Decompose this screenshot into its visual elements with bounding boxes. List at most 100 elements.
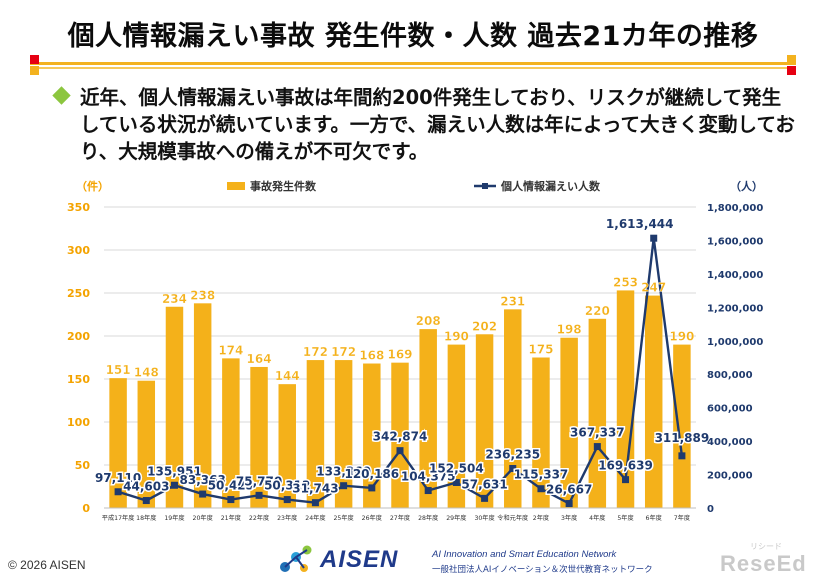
x-tick-label: 25年度 <box>333 514 353 522</box>
bar <box>532 357 550 508</box>
bar-value-label: 190 <box>669 330 694 344</box>
diamond-bullet-icon <box>52 86 71 105</box>
line-value-label: 115,337 <box>514 468 569 482</box>
bar <box>137 380 156 508</box>
line-marker <box>509 464 517 472</box>
bar <box>673 344 691 508</box>
x-tick-label: 5年度 <box>617 514 633 522</box>
left-tick-label: 300 <box>67 244 90 257</box>
left-tick-label: 50 <box>75 459 91 472</box>
x-tick-label: 26年度 <box>362 514 382 522</box>
bar <box>391 362 409 508</box>
legend-bar-swatch <box>227 182 245 190</box>
bar <box>504 309 522 508</box>
x-tick-label: 29年度 <box>446 514 466 522</box>
line-value-label: 50,312 <box>264 479 310 493</box>
bar-value-label: 172 <box>331 345 356 359</box>
line-marker <box>537 485 545 493</box>
x-tick-label: 4年度 <box>589 514 605 522</box>
line-marker <box>340 482 348 490</box>
watermark-logo: ReseEd <box>720 551 807 576</box>
bar-value-label: 238 <box>190 288 215 302</box>
line-marker <box>593 443 601 451</box>
bar-value-label: 202 <box>472 319 497 333</box>
line-marker <box>396 447 404 455</box>
right-tick-label: 0 <box>707 504 714 515</box>
line-value-label: 44,603 <box>123 480 169 494</box>
copyright-text: © 2026 AISEN <box>8 558 86 572</box>
line-value-label: 236,235 <box>485 447 540 461</box>
x-tick-label: 27年度 <box>390 514 410 522</box>
x-tick-label: 23年度 <box>277 514 297 522</box>
bar <box>278 384 296 508</box>
bar <box>419 329 437 508</box>
line-value-label: 1,613,444 <box>606 217 674 231</box>
bar <box>334 360 353 508</box>
line-value-label: 135,951 <box>147 464 202 478</box>
left-axis-unit: （件） <box>76 180 109 193</box>
bar <box>560 337 578 508</box>
accent-square-left-yellow <box>30 66 39 75</box>
axes: 0 50 100 150 200 250 300 350 0 200,000 400,000 600,… <box>67 180 763 522</box>
bar <box>588 318 607 508</box>
x-tick-label: 20年度 <box>193 514 213 522</box>
line-marker <box>424 487 432 495</box>
line-value-label: 50,423 <box>208 479 254 493</box>
line-marker <box>481 494 489 502</box>
line-value-label: 26,667 <box>546 483 592 497</box>
bar-value-label: 190 <box>444 330 469 344</box>
line-value-label: 104,375 <box>401 470 456 484</box>
x-tick-label: 18年度 <box>136 514 156 522</box>
line-marker <box>678 452 686 460</box>
bar <box>109 378 127 508</box>
line-value-label: 367,337 <box>570 426 625 440</box>
line-marker <box>452 478 460 486</box>
x-tick-label: 24年度 <box>305 514 325 522</box>
x-tick-label: 19年度 <box>164 514 184 522</box>
line-value-label: 83,363 <box>180 473 226 487</box>
x-tick-label: 21年度 <box>221 514 241 522</box>
right-tick-label: 1,800,000 <box>707 203 763 214</box>
summary-text: 近年、個人情報漏えい事故は年間約200件発生しており、リスクが継続して発生してい… <box>80 86 795 163</box>
bar-series <box>109 290 691 508</box>
x-tick-label: 6年度 <box>646 514 662 522</box>
line-value-label: 97,110 <box>95 471 141 485</box>
x-tick-label: 28年度 <box>418 514 438 522</box>
bar <box>250 366 268 508</box>
line-marker <box>565 500 573 508</box>
line-marker <box>311 499 319 507</box>
bar-value-label: 175 <box>528 343 553 357</box>
x-tick-label: 令和元年度 <box>497 514 528 522</box>
line-value-label: 75,770 <box>236 474 282 488</box>
aisen-logo-icon <box>280 545 312 572</box>
x-tick-label: 2年度 <box>533 514 549 522</box>
legend-line-marker <box>482 183 488 189</box>
bar <box>616 290 635 508</box>
bar-value-label: 144 <box>275 369 300 383</box>
right-tick-label: 1,200,000 <box>707 303 763 314</box>
line-value-label: 57,631 <box>461 477 507 491</box>
x-tick-label: 7年度 <box>674 514 690 522</box>
bar-value-label: 208 <box>416 314 441 328</box>
bar-value-label: 168 <box>359 349 384 363</box>
summary-bullet: 近年、個人情報漏えい事故は年間約200件発生しており、リスクが継続して発生してい… <box>52 84 795 165</box>
line-marker <box>650 234 658 242</box>
bar <box>644 295 663 508</box>
x-tick-label: 平成17年度 <box>102 514 135 522</box>
right-tick-label: 800,000 <box>707 370 753 381</box>
left-tick-label: 200 <box>67 330 90 343</box>
line-marker <box>255 491 263 499</box>
bar <box>306 360 325 508</box>
bar-value-label: 169 <box>387 348 412 362</box>
line-series <box>114 234 686 508</box>
bar <box>165 306 184 508</box>
bar-value-label: 253 <box>613 275 638 289</box>
legend-line-label: 個人情報漏えい人数 <box>500 180 601 193</box>
page-title: 個人情報漏えい事故 発生件数・人数 過去21カ年の推移 <box>67 21 759 52</box>
line-value-label: 311,889 <box>655 431 710 445</box>
bar-value-label: 172 <box>303 345 328 359</box>
logo-name: AISEN <box>320 546 399 573</box>
line-value-label: 31,743 <box>292 482 338 496</box>
